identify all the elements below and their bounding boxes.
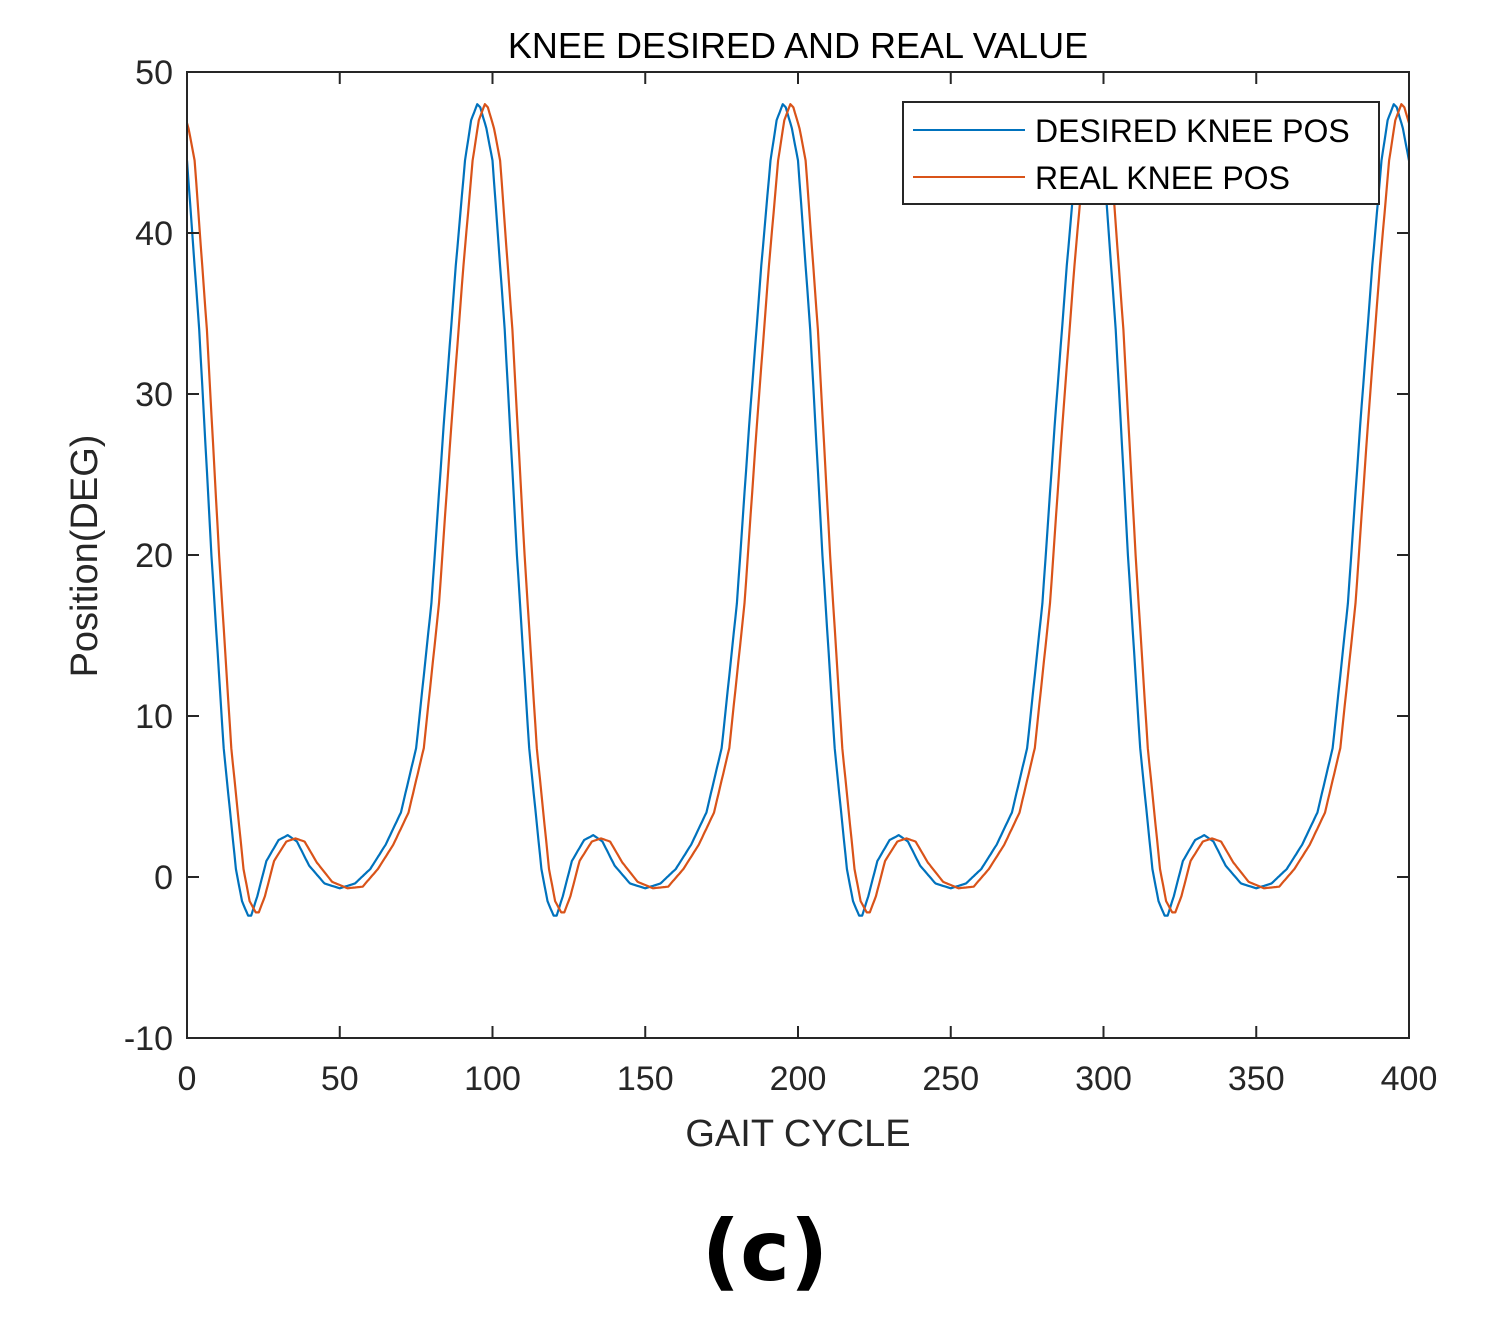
x-tick-label: 0	[178, 1060, 197, 1098]
series-group	[187, 103, 1409, 917]
legend-label-desired: DESIRED KNEE POS	[1035, 113, 1350, 149]
y-axis-label: Position(DEG)	[64, 435, 106, 678]
plot-area	[187, 72, 1409, 1038]
x-tick-label: 300	[1075, 1060, 1132, 1098]
y-tick-label: 20	[135, 537, 173, 575]
legend-label-real: REAL KNEE POS	[1035, 160, 1290, 196]
y-tick-label: 40	[135, 215, 173, 253]
x-axis-label: GAIT CYCLE	[685, 1113, 910, 1155]
y-tick-label: -10	[124, 1020, 173, 1058]
x-tick-label: 200	[770, 1060, 827, 1098]
x-tick-label: 250	[922, 1060, 979, 1098]
x-tick-label: 50	[321, 1060, 359, 1098]
legend: DESIRED KNEE POS REAL KNEE POS	[902, 101, 1380, 205]
series-line-real	[187, 103, 1409, 914]
chart-title: KNEE DESIRED AND REAL VALUE	[508, 25, 1088, 66]
y-tick-label: 0	[154, 859, 173, 897]
x-tick-label: 350	[1228, 1060, 1285, 1098]
y-tick-label: 10	[135, 698, 173, 736]
x-tick-label: 100	[464, 1060, 521, 1098]
y-tick-label: 30	[135, 376, 173, 414]
x-tick-label: 150	[617, 1060, 674, 1098]
y-tick-label: 50	[135, 54, 173, 92]
series-line-desired	[187, 103, 1409, 917]
panel-label: (c)	[702, 1202, 829, 1300]
x-tick-label: 400	[1381, 1060, 1438, 1098]
legend-box	[902, 101, 1380, 205]
